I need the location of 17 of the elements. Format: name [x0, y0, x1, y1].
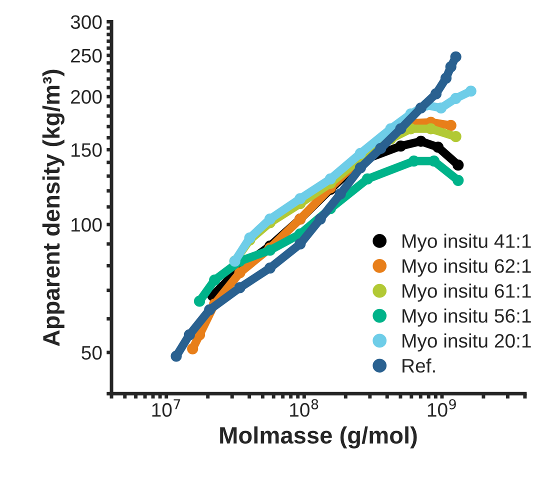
legend-label: Myo insitu 61:1: [402, 284, 531, 302]
y-tick-label: 100: [72, 218, 102, 232]
y-axis-title: Apparent density (kg/m³): [42, 70, 64, 346]
y-tick-label: 250: [71, 48, 102, 63]
x-axis-title: Molmasse (g/mol): [220, 426, 417, 448]
y-tick-label: 150: [72, 143, 102, 157]
legend-label: Myo insitu 62:1: [402, 258, 531, 277]
legend-label: Myo insitu 41:1: [402, 234, 531, 252]
y-tick-label: 200: [71, 90, 102, 104]
x-tick-label: 10$^{8}$: [290, 399, 318, 417]
y-tick-label: 300: [70, 15, 102, 29]
legend-label: Ref.: [402, 358, 435, 373]
x-tick-label: 10$^{7}$: [152, 399, 180, 417]
y-tick-label: 50: [82, 346, 102, 360]
legend-label: Myo insitu 56:1: [402, 308, 531, 327]
x-tick-label: 10$^{9}$: [428, 399, 456, 417]
legend-label: Myo insitu 20:1: [402, 333, 531, 352]
